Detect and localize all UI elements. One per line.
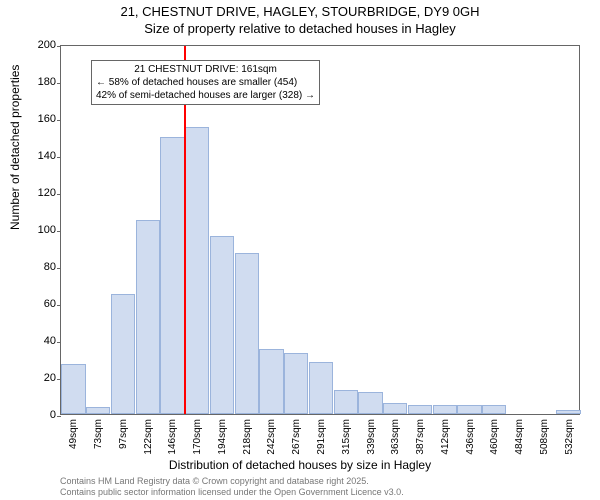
- annotation-line-2: 42% of semi-detached houses are larger (…: [96, 89, 315, 102]
- histogram-bar: [457, 405, 481, 414]
- title-line-2: Size of property relative to detached ho…: [0, 21, 600, 38]
- y-tick-label: 160: [38, 113, 56, 125]
- x-tick-label: 508sqm: [539, 419, 550, 455]
- y-axis-label: Number of detached properties: [8, 65, 22, 230]
- x-tick-label: 49sqm: [68, 419, 79, 449]
- y-tick-mark: [57, 83, 61, 84]
- histogram-bar: [284, 353, 308, 414]
- y-tick-mark: [57, 120, 61, 121]
- histogram-bar: [210, 236, 234, 414]
- histogram-bar: [556, 410, 580, 414]
- y-tick-mark: [57, 268, 61, 269]
- histogram-bar: [309, 362, 333, 414]
- x-tick-label: 460sqm: [489, 419, 500, 455]
- histogram-bar: [111, 294, 135, 414]
- y-tick-label: 100: [38, 224, 56, 236]
- histogram-bar: [433, 405, 457, 414]
- y-tick-mark: [57, 342, 61, 343]
- annotation-box: 21 CHESTNUT DRIVE: 161sqm← 58% of detach…: [91, 60, 320, 105]
- x-tick-label: 242sqm: [266, 419, 277, 455]
- x-tick-label: 122sqm: [143, 419, 154, 455]
- y-tick-label: 120: [38, 187, 56, 199]
- x-axis-label: Distribution of detached houses by size …: [0, 458, 600, 472]
- histogram-bar: [408, 405, 432, 414]
- x-tick-label: 291sqm: [316, 419, 327, 455]
- histogram-bar: [61, 364, 85, 414]
- y-tick-mark: [57, 416, 61, 417]
- x-tick-label: 73sqm: [93, 419, 104, 449]
- attribution-footer: Contains HM Land Registry data © Crown c…: [60, 476, 404, 498]
- y-tick-label: 180: [38, 76, 56, 88]
- footer-line-1: Contains HM Land Registry data © Crown c…: [60, 476, 404, 487]
- annotation-line-1: ← 58% of detached houses are smaller (45…: [96, 76, 315, 89]
- y-tick-label: 80: [44, 261, 56, 273]
- x-tick-label: 97sqm: [118, 419, 129, 449]
- y-tick-label: 40: [44, 335, 56, 347]
- x-tick-label: 218sqm: [242, 419, 253, 455]
- footer-line-2: Contains public sector information licen…: [60, 487, 404, 498]
- y-tick-mark: [57, 231, 61, 232]
- histogram-bar: [86, 407, 110, 414]
- chart-title-block: 21, CHESTNUT DRIVE, HAGLEY, STOURBRIDGE,…: [0, 0, 600, 38]
- histogram-bar: [358, 392, 382, 414]
- histogram-bar: [334, 390, 358, 414]
- histogram-bar: [160, 137, 184, 415]
- x-tick-label: 484sqm: [514, 419, 525, 455]
- histogram-bar: [235, 253, 259, 414]
- y-tick-mark: [57, 305, 61, 306]
- x-tick-label: 194sqm: [217, 419, 228, 455]
- histogram-bar: [136, 220, 160, 414]
- x-tick-label: 146sqm: [167, 419, 178, 455]
- x-tick-label: 532sqm: [564, 419, 575, 455]
- y-tick-mark: [57, 157, 61, 158]
- y-tick-label: 200: [38, 39, 56, 51]
- y-tick-label: 60: [44, 298, 56, 310]
- x-tick-label: 387sqm: [415, 419, 426, 455]
- y-tick-label: 20: [44, 372, 56, 384]
- x-tick-label: 412sqm: [440, 419, 451, 455]
- histogram-bar: [259, 349, 283, 414]
- histogram-bar: [383, 403, 407, 414]
- y-tick-label: 140: [38, 150, 56, 162]
- x-tick-label: 363sqm: [390, 419, 401, 455]
- title-line-1: 21, CHESTNUT DRIVE, HAGLEY, STOURBRIDGE,…: [0, 4, 600, 21]
- x-tick-label: 339sqm: [366, 419, 377, 455]
- x-tick-label: 315sqm: [341, 419, 352, 455]
- y-tick-mark: [57, 46, 61, 47]
- annotation-title: 21 CHESTNUT DRIVE: 161sqm: [96, 63, 315, 76]
- histogram-bar: [185, 127, 209, 414]
- chart-plot-area: 21 CHESTNUT DRIVE: 161sqm← 58% of detach…: [60, 45, 580, 415]
- x-tick-label: 436sqm: [465, 419, 476, 455]
- histogram-bar: [482, 405, 506, 414]
- x-tick-label: 267sqm: [291, 419, 302, 455]
- x-tick-label: 170sqm: [192, 419, 203, 455]
- y-tick-mark: [57, 194, 61, 195]
- y-tick-label: 0: [50, 409, 56, 421]
